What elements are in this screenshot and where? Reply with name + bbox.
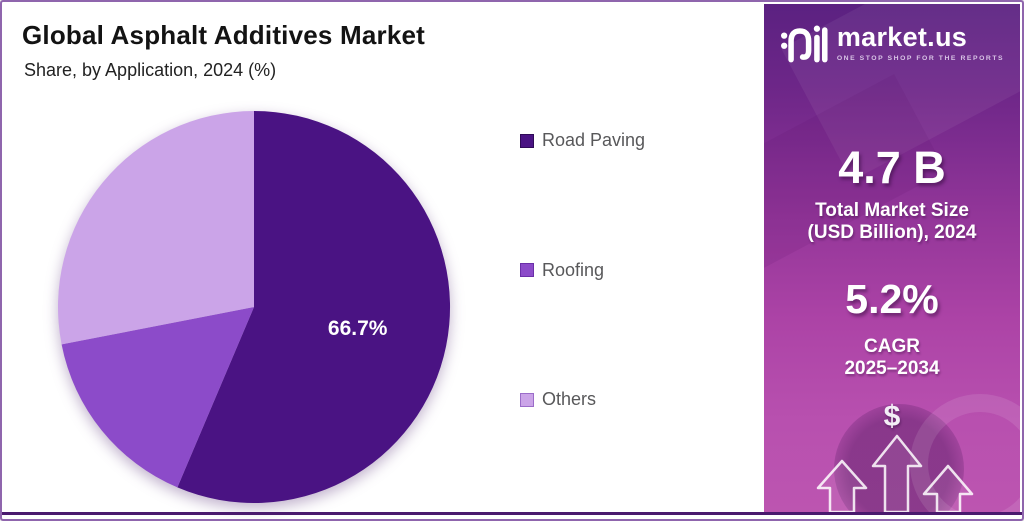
cagr-value: 5.2% bbox=[845, 276, 939, 322]
market-size-label-line2: (USD Billion), 2024 bbox=[807, 222, 977, 244]
market-size-label-line1: Total Market Size bbox=[815, 200, 969, 221]
legend-item: Roofing bbox=[520, 260, 645, 281]
legend-swatch bbox=[520, 133, 534, 148]
pie-slice-roofing bbox=[61, 307, 254, 488]
market-us-logo-icon bbox=[780, 25, 828, 63]
pie-slice-value-label: 66.7% bbox=[328, 317, 388, 340]
cagr-label: CAGR 2025–2034 bbox=[764, 336, 1020, 381]
legend-label: Others bbox=[542, 389, 597, 409]
legend-swatch bbox=[520, 263, 534, 277]
page-subtitle: Share, by Application, 2024 (%) bbox=[24, 60, 277, 80]
brand-tagline: ONE STOP SHOP FOR THE REPORTS bbox=[836, 55, 1005, 62]
market-size-label: Total Market Size (USD Billion), 2024 bbox=[764, 200, 1020, 245]
legend-item: Others bbox=[520, 389, 645, 410]
pie-slice-road-paving bbox=[177, 111, 451, 503]
sidebar: market.us ONE STOP SHOP FOR THE REPORTS … bbox=[764, 4, 1020, 512]
cagr-label-line1: CAGR bbox=[864, 336, 920, 357]
brand-logo: market.us ONE STOP SHOP FOR THE REPORTS bbox=[764, 22, 1020, 64]
cagr-label-line2: 2025–2034 bbox=[844, 358, 940, 380]
growth-arrows-icon bbox=[816, 434, 974, 512]
legend-item: Road Paving bbox=[520, 130, 645, 151]
legend-label: Roofing bbox=[542, 259, 605, 280]
pie-slice-others bbox=[57, 111, 255, 345]
legend-label: Road Paving bbox=[542, 130, 646, 150]
bottom-divider bbox=[2, 512, 1022, 515]
legend: Road Paving Roofing Others bbox=[520, 130, 645, 410]
brand-name: market.us bbox=[836, 22, 968, 52]
pie-chart: 66.7% bbox=[57, 111, 451, 503]
market-size-value: 4.7 B bbox=[838, 142, 946, 193]
dollar-icon: $ bbox=[883, 400, 901, 433]
page-title: Global Asphalt Additives Market bbox=[22, 20, 426, 50]
legend-swatch bbox=[520, 392, 534, 407]
